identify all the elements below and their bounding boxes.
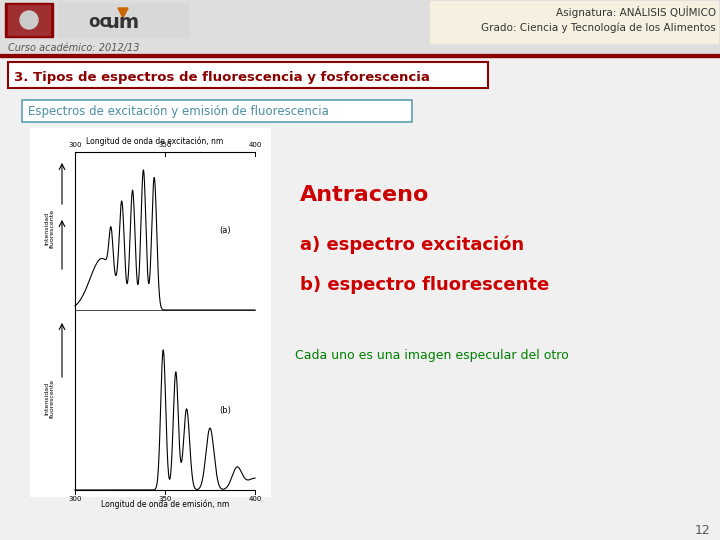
Bar [0,0,720,52]
Text: 350: 350 [158,496,171,502]
Text: 12: 12 [694,523,710,537]
Text: b) espectro fluorescente: b) espectro fluorescente [300,276,549,294]
Text: (a): (a) [219,226,231,234]
Text: Curso académico: 2012/13: Curso académico: 2012/13 [8,43,140,53]
Bar [22,100,412,122]
Text: Intensidad
fluorescente: Intensidad fluorescente [45,379,55,417]
Bar [58,3,188,37]
Bar [30,128,270,496]
Text: 400: 400 [248,142,261,148]
Text: a) espectro excitación: a) espectro excitación [300,236,524,254]
Bar [5,3,53,37]
Bar [8,5,50,35]
Text: 350: 350 [158,142,171,148]
Text: 3. Tipos de espectros de fluorescencia y fosforescencia: 3. Tipos de espectros de fluorescencia y… [14,71,430,84]
Text: oc: oc [89,13,109,31]
Text: 300: 300 [68,496,82,502]
Bar [8,62,488,88]
Text: Espectros de excitación y emisión de fluorescencia: Espectros de excitación y emisión de flu… [28,105,329,118]
Text: 300: 300 [68,142,82,148]
Text: Longitud de onda de excitación, nm: Longitud de onda de excitación, nm [86,136,224,146]
Text: Asignatura: ANÁLISIS QUÍMICO: Asignatura: ANÁLISIS QUÍMICO [556,6,716,18]
Bar [0,54,720,57]
Text: Longitud de onda de emisión, nm: Longitud de onda de emisión, nm [101,500,229,509]
Bar [430,1,718,43]
Polygon shape [118,8,128,18]
Text: Cada uno es una imagen especular del otro: Cada uno es una imagen especular del otr… [295,348,569,361]
Text: um: um [106,12,140,31]
Text: Grado: Ciencia y Tecnología de los Alimentos: Grado: Ciencia y Tecnología de los Alime… [481,23,716,33]
Text: Antraceno: Antraceno [300,185,429,205]
Text: (b): (b) [219,406,231,415]
Text: 400: 400 [248,496,261,502]
Circle shape [20,11,38,29]
Text: Intensidad
fluorescente: Intensidad fluorescente [45,208,55,247]
